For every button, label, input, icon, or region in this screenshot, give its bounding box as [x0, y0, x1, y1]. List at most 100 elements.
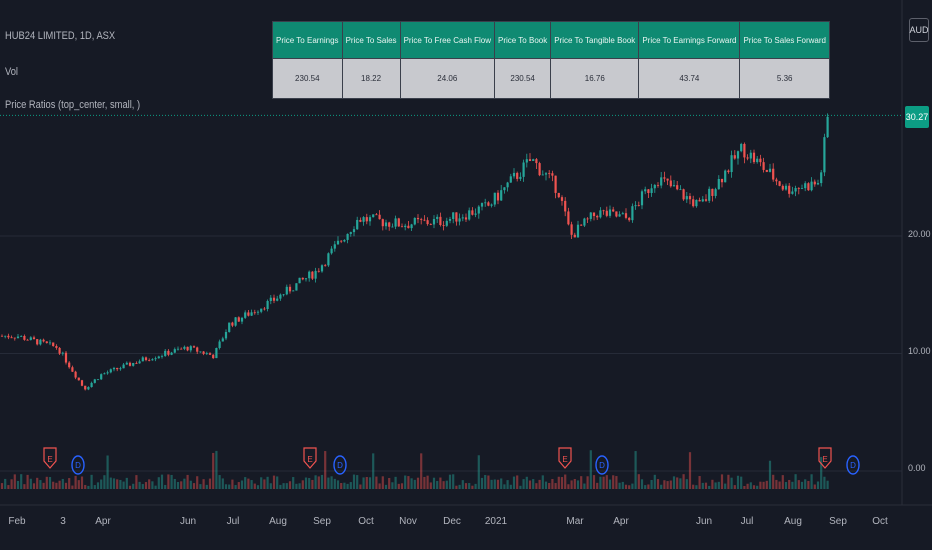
candle-body [688, 196, 692, 200]
volume-bar [567, 484, 570, 489]
candle-body [199, 351, 202, 353]
volume-legend[interactable]: Vol [5, 66, 19, 78]
value-price-to-earnings: 230.54 [272, 58, 343, 99]
volume-bar [480, 477, 484, 489]
candle-body [586, 218, 589, 220]
volume-bar [362, 477, 365, 489]
candle-body [202, 351, 205, 354]
candle-body [125, 362, 128, 365]
volume-bar [775, 479, 778, 489]
candle-body [442, 225, 445, 226]
volume-bar [157, 477, 160, 489]
volume-bar [10, 479, 13, 489]
candle-body [775, 179, 778, 182]
volume-bar [269, 483, 272, 489]
volume-bar [250, 480, 253, 489]
volume-bar [749, 482, 752, 489]
volume-bar [384, 484, 388, 489]
candle-body [61, 352, 64, 354]
candle-body [23, 335, 26, 340]
volume-bar [522, 479, 525, 489]
volume-bar [103, 475, 106, 489]
candle-body [285, 286, 288, 295]
earnings-shield [303, 447, 317, 469]
volume-bar [695, 485, 698, 489]
y-tick-label: 20.00 [908, 229, 931, 239]
candle-body [196, 347, 199, 352]
volume-bar [164, 484, 167, 489]
earnings-shield [558, 447, 572, 469]
candle-body [234, 317, 237, 326]
candle-body [240, 317, 244, 322]
candle-body [0, 335, 4, 337]
volume-bar [64, 482, 68, 489]
volume-bar [528, 480, 532, 489]
candle-body [295, 283, 298, 291]
candle-body [711, 188, 714, 196]
volume-bar [656, 479, 660, 489]
candle-body [45, 341, 48, 343]
volume-bar [285, 483, 288, 489]
volume-bar [564, 474, 567, 489]
volume-bar [276, 476, 279, 489]
candle-body [429, 224, 432, 225]
volume-bar [685, 479, 688, 489]
volume-bar [752, 485, 756, 489]
candle-body [740, 143, 743, 152]
dividend-marker: D [71, 455, 85, 475]
candle-body [221, 338, 224, 342]
indicator-legend[interactable]: Price Ratios (top_center, small, ) [5, 99, 141, 111]
symbol-legend[interactable]: HUB24 LIMITED, 1D, ASX [5, 30, 116, 42]
volume-bar [768, 460, 772, 489]
ratio-value-row: 230.54 18.22 24.06 230.54 16.76 43.74 5.… [272, 58, 830, 99]
candle-body [170, 352, 173, 355]
volume-bar [346, 483, 349, 489]
candle-body [436, 216, 439, 219]
volume-bar [272, 475, 276, 489]
candle-body [218, 341, 221, 349]
candle-body [160, 355, 164, 357]
volume-bar [759, 481, 762, 489]
volume-bar [407, 476, 410, 489]
candle-body [759, 158, 762, 163]
volume-bar [381, 476, 384, 489]
volume-bar [93, 485, 96, 489]
volume-bar [698, 476, 701, 489]
candle-body [301, 277, 304, 280]
candle-body [522, 162, 525, 177]
candle-body [100, 374, 103, 380]
candle-body [660, 177, 663, 186]
volume-bar [445, 480, 448, 489]
candle-body [752, 152, 756, 163]
volume-bar [647, 484, 650, 489]
volume-bar [87, 485, 90, 489]
x-tick-label: Oct [358, 516, 374, 527]
candle-body [452, 212, 455, 219]
volume-bar [74, 475, 77, 489]
candle-body [109, 369, 112, 373]
x-tick-label: Feb [8, 516, 26, 527]
candle-body [173, 349, 176, 353]
volume-bars [0, 450, 829, 489]
volume-bar [333, 478, 336, 489]
dividend-label: D [850, 461, 856, 470]
candle-body [567, 211, 570, 225]
x-tick-label: 2021 [484, 516, 508, 527]
candle-body [746, 157, 749, 159]
volume-bar [378, 483, 381, 489]
volume-bar [692, 484, 695, 489]
candle-body [397, 218, 400, 227]
volume-bar [426, 475, 429, 489]
candle-body [647, 189, 650, 194]
price-ratios-table: Price To Earnings Price To Sales Price T… [272, 21, 830, 99]
volume-bar [599, 476, 602, 489]
volume-bar [624, 484, 628, 489]
candle-body [276, 298, 279, 301]
candle-body [484, 202, 487, 204]
volume-bar [813, 484, 816, 489]
volume-bar [743, 485, 746, 489]
volume-bar [71, 485, 74, 489]
candle-body [292, 290, 295, 292]
currency-button[interactable]: AUD [909, 18, 929, 42]
